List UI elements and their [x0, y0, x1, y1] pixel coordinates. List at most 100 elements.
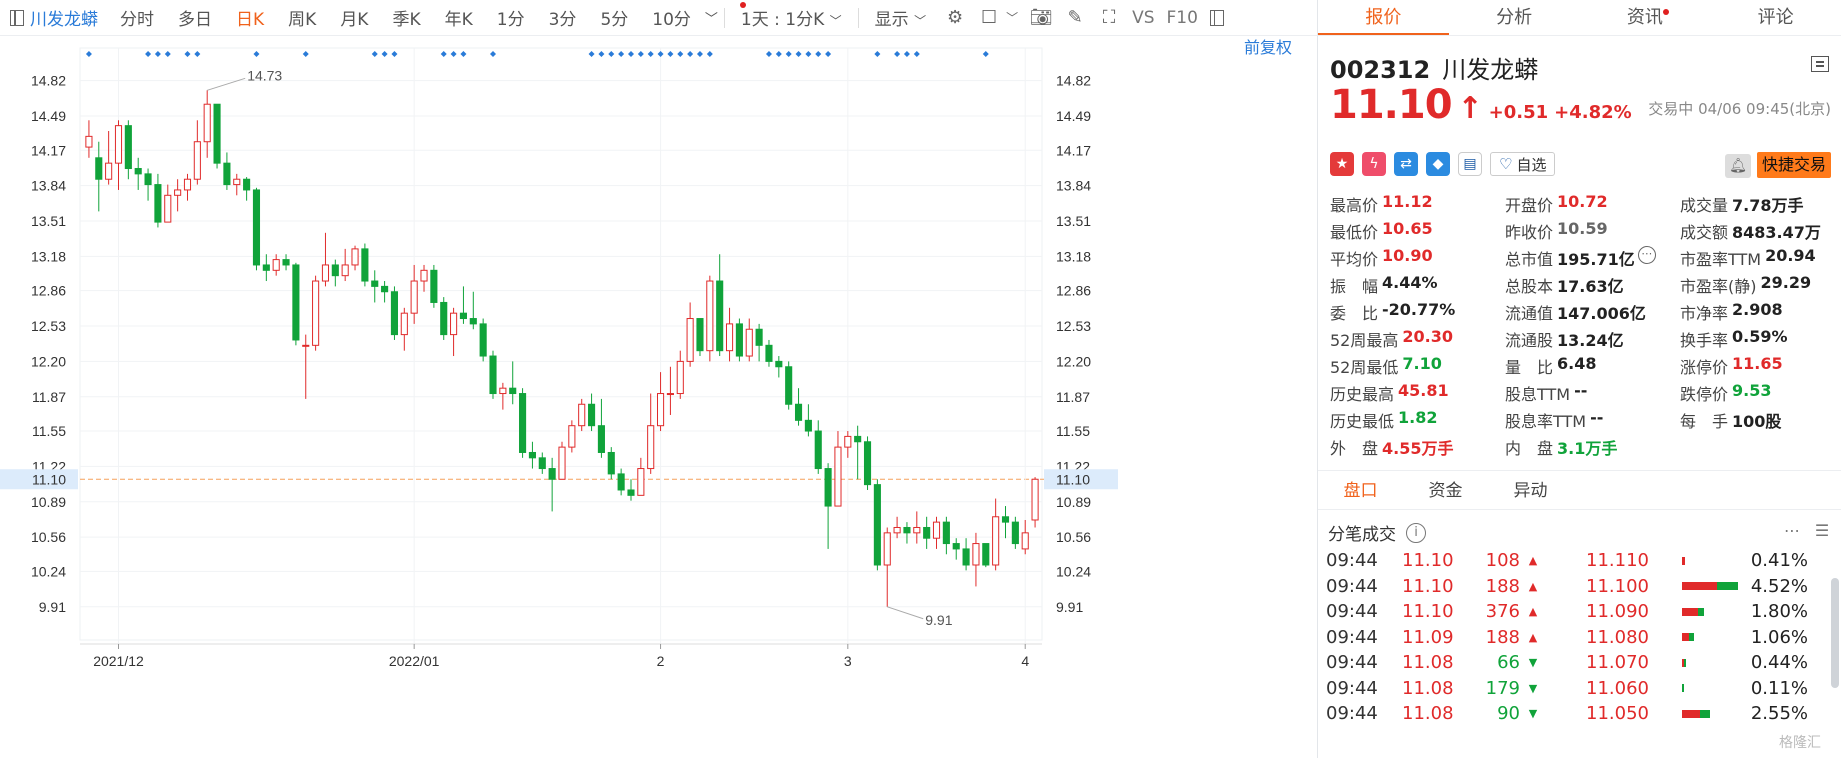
sub-tab[interactable]: 盘口 — [1343, 481, 1378, 501]
adjust-mode-label[interactable]: 前复权 — [1244, 39, 1292, 57]
candle-body — [509, 387, 517, 395]
fullscreen-icon[interactable]: ⛶ — [1102, 7, 1116, 28]
period-tab[interactable]: 年K — [444, 10, 473, 30]
candle — [262, 254, 270, 282]
signal-dot — [667, 51, 674, 57]
kline-chart[interactable]: 14.82 14.49 14.17 13.84 13.51 13.18 12.86 12.53… — [0, 36, 1318, 758]
stat-label: 内 盘 — [1505, 438, 1554, 458]
candle-body — [785, 366, 793, 405]
stat-label: 平均价 — [1330, 249, 1379, 269]
camera-icon[interactable]: 📷︎ — [1029, 7, 1053, 28]
depth-pct: 0.44% — [1750, 652, 1808, 674]
menu-icon[interactable] — [1811, 56, 1829, 72]
depth-pct: 1.80% — [1750, 601, 1808, 623]
period-tab[interactable]: 日K — [236, 10, 265, 30]
stat-label: 量 比 — [1505, 357, 1554, 377]
note-icon[interactable]: ▤ — [1458, 152, 1482, 176]
china-flag-icon[interactable]: ★ — [1330, 152, 1354, 176]
notification-dot — [1662, 9, 1669, 15]
tab-1[interactable]: 分析 — [1449, 0, 1580, 35]
candle — [893, 516, 901, 539]
stat-label: 总市值 — [1505, 249, 1554, 269]
candle-body — [1001, 516, 1010, 523]
scrollbar[interactable] — [1831, 578, 1839, 688]
up-triangle-icon: ▲ — [1528, 579, 1538, 593]
candle-body — [114, 125, 123, 164]
period-tab[interactable]: 10分 — [652, 10, 691, 30]
candle-body — [292, 264, 300, 341]
stat-value: 6.48 — [1557, 353, 1597, 373]
y-tick-label: 13.18 — [1056, 248, 1091, 264]
shuffle-icon[interactable]: ⇄ — [1394, 152, 1418, 176]
y-tick-label: 10.89 — [1056, 494, 1091, 510]
y-axis-right: 14.82 14.49 14.17 13.84 13.51 13.18 12.86 12.53… — [1044, 73, 1118, 615]
y-tick-label: 14.49 — [31, 108, 66, 124]
candle-body — [528, 451, 536, 459]
signal-dot — [145, 51, 152, 57]
sub-tab[interactable]: 异动 — [1513, 481, 1548, 501]
pen-draw-icon[interactable]: ✎ — [1067, 7, 1083, 28]
candle — [1031, 477, 1039, 528]
candle — [982, 543, 990, 568]
flash-icon[interactable]: ϟ — [1362, 152, 1386, 176]
period-tab[interactable]: 5分 — [600, 10, 629, 30]
chevron-down-icon[interactable]: ﹀ — [1006, 11, 1019, 25]
bell-icon[interactable]: 🔔︎ — [1725, 154, 1751, 178]
tick-time: 09:44 — [1326, 550, 1378, 572]
sidebar-toggle-icon[interactable] — [10, 9, 24, 26]
layout-select[interactable]: 1天 : 1分K ﹀ — [729, 5, 854, 30]
tab-3[interactable]: 评论 — [1710, 0, 1841, 35]
info-icon[interactable]: i — [1406, 522, 1426, 543]
stat-label: 股息率TTM — [1505, 411, 1587, 431]
depth-price: 11.110 — [1586, 550, 1649, 572]
display-select[interactable]: 显示 ﹀ — [863, 5, 938, 30]
stat-row: 历史最低 1.82 股息率TTM -- 每 手 100股 — [1330, 406, 1835, 433]
stat-value: 3.1万手 — [1557, 438, 1618, 458]
depth-bar — [1682, 582, 1738, 591]
candle — [361, 243, 369, 287]
period-tab[interactable]: 月K — [340, 10, 369, 30]
stat-cell: 开盘价 10.72 — [1505, 192, 1680, 216]
candle-body — [775, 360, 783, 368]
quote-tabs: 报价 分析 资讯 评论 — [1318, 0, 1841, 36]
indicator-square-icon[interactable]: ☐ — [981, 7, 998, 28]
stat-value: 10.59 — [1557, 218, 1608, 238]
more-icon[interactable]: ⋯ — [1637, 245, 1656, 264]
tab-0[interactable]: 报价 — [1318, 0, 1449, 35]
tag-icon[interactable]: ◆ — [1426, 152, 1450, 176]
candle-body — [716, 280, 724, 352]
stat-label: 涨停价 — [1680, 357, 1729, 377]
signal-dot — [687, 51, 694, 57]
stat-cell: 最高价 11.12 — [1330, 192, 1505, 216]
quick-trade-button[interactable]: 快捷交易 — [1757, 152, 1831, 178]
period-more-icon[interactable]: ﹀ — [704, 12, 718, 27]
period-tab[interactable]: 周K — [288, 10, 317, 30]
more-icon[interactable]: ⋯ — [1784, 521, 1800, 540]
list-icon[interactable]: ☰ — [1814, 521, 1830, 540]
depth-price: 11.080 — [1586, 626, 1649, 648]
stat-cell: 市盈率(静) 29.29 — [1680, 273, 1835, 297]
f10-button[interactable]: F10 — [1166, 7, 1198, 28]
tab-2[interactable]: 资讯 — [1580, 0, 1711, 35]
depth-bar-green — [1697, 607, 1705, 616]
right-panel-toggle-icon[interactable] — [1209, 9, 1224, 26]
signal-dot — [982, 51, 989, 57]
period-tab[interactable]: 季K — [392, 10, 421, 30]
period-tab[interactable]: 分时 — [120, 10, 154, 30]
add-watchlist-button[interactable]: ♡ 自选 — [1490, 152, 1556, 176]
tick-time: 09:44 — [1326, 677, 1378, 699]
y-tick-label: 11.87 — [1056, 389, 1090, 405]
settings-gear-icon[interactable]: ⚙ — [947, 7, 964, 28]
signal-dot — [657, 51, 664, 57]
stat-label: 流通股 — [1505, 330, 1554, 350]
stat-label: 历史最高 — [1330, 384, 1395, 404]
candle — [834, 431, 842, 507]
period-tab[interactable]: 多日 — [178, 10, 212, 30]
period-tab[interactable]: 1分 — [496, 10, 525, 30]
toolbar-stock-name[interactable]: 川发龙蟒 — [30, 10, 98, 30]
period-tab[interactable]: 3分 — [548, 10, 577, 30]
signal-dot — [647, 51, 654, 57]
compare-vs-button[interactable]: VS — [1132, 7, 1155, 28]
stat-cell: 振 幅 4.44% — [1330, 273, 1505, 297]
sub-tab[interactable]: 资金 — [1428, 481, 1463, 501]
